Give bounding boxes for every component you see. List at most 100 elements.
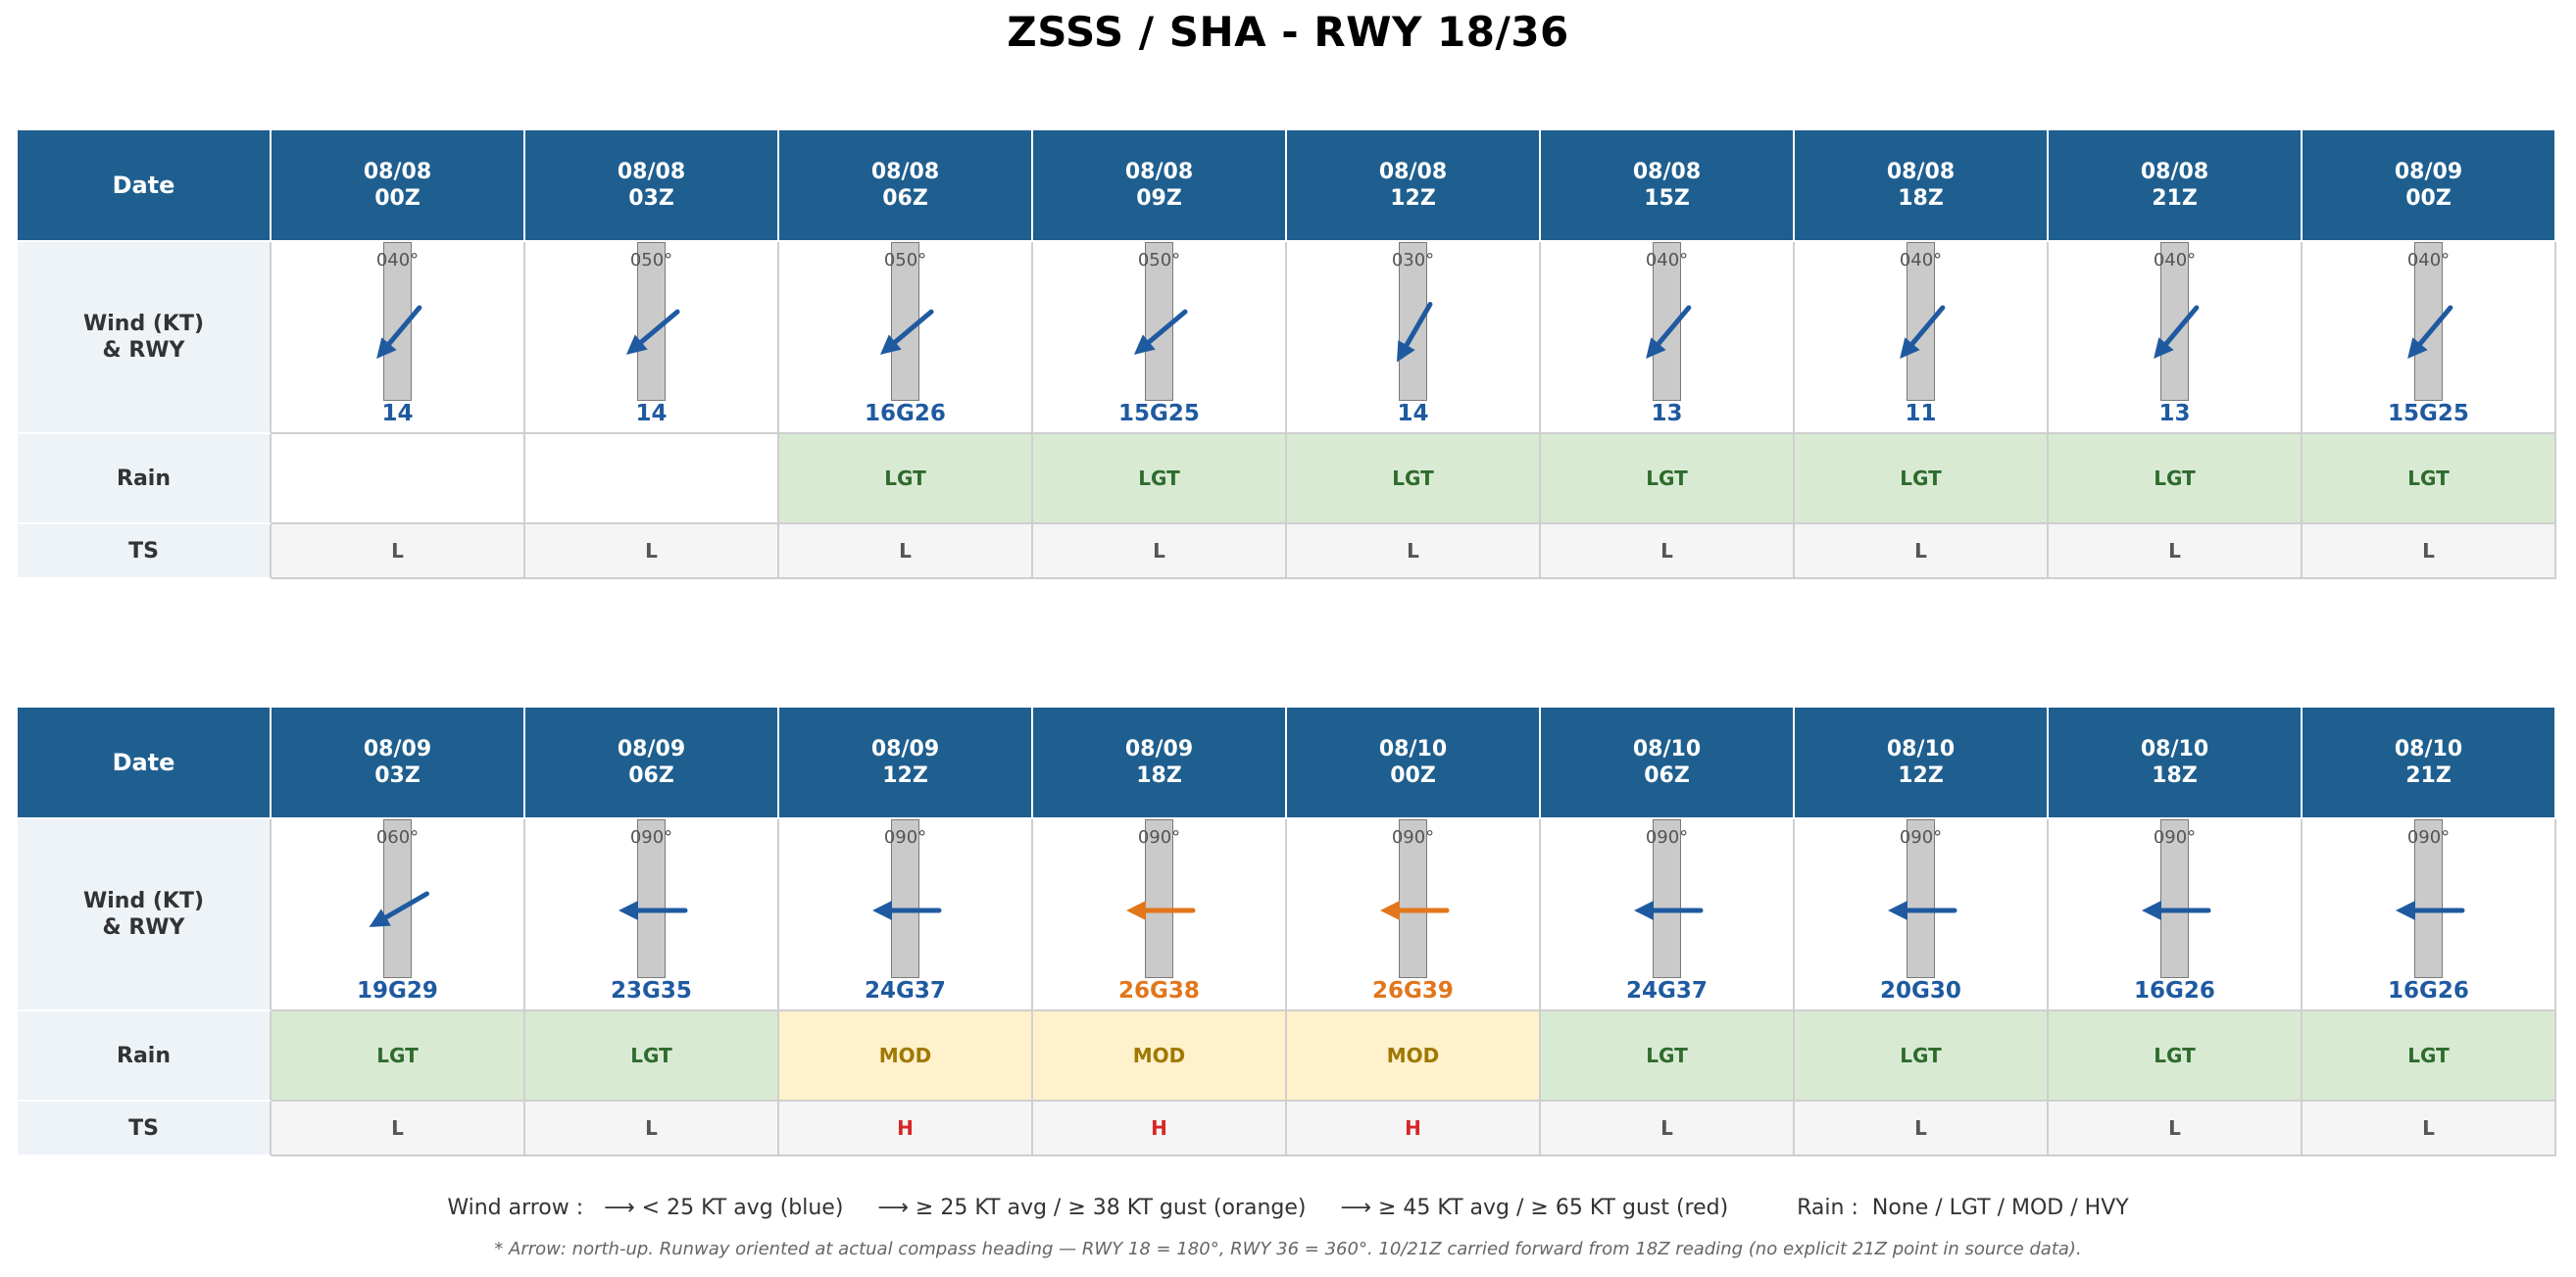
rain-cell: LGT xyxy=(1033,434,1287,524)
wind-arrow-head xyxy=(872,901,892,920)
wind-direction-label: 040° xyxy=(2153,250,2197,270)
date-time-label: 08/10 12Z xyxy=(1887,736,1955,789)
date-header-cell: 08/08 18Z xyxy=(1795,130,2049,242)
wind-label-line2: & RWY xyxy=(102,338,185,363)
wind-speed-label: 23G35 xyxy=(611,978,692,1004)
wind-direction-label: 090° xyxy=(2406,827,2451,848)
wind-arrow-head xyxy=(1634,901,1654,920)
forecast-time: 12Z xyxy=(882,763,928,788)
forecast-time: 00Z xyxy=(374,186,421,211)
ts-cell: L xyxy=(2049,1102,2303,1156)
wind-cell: 090° 20G30 xyxy=(1795,819,2049,1011)
wind-cell: 040° 13 xyxy=(1541,242,1795,434)
runway-bar xyxy=(1653,242,1681,401)
wind-speed-label: 24G37 xyxy=(1626,978,1708,1004)
forecast-time: 18Z xyxy=(2152,763,2198,788)
ts-cell: H xyxy=(1287,1102,1541,1156)
rain-cell xyxy=(272,434,525,524)
wind-arrow-head xyxy=(1380,901,1400,920)
forecast-time: 06Z xyxy=(882,186,928,211)
date-time-label: 08/08 06Z xyxy=(871,159,939,212)
runway-bar xyxy=(891,819,919,978)
ts-probability: H xyxy=(1405,1116,1421,1140)
rain-row-label: Rain xyxy=(18,434,272,524)
ts-cell: L xyxy=(525,1102,779,1156)
wind-speed-label: 15G25 xyxy=(2388,401,2469,426)
rain-intensity: LGT xyxy=(1900,467,1942,490)
forecast-time: 03Z xyxy=(628,186,674,211)
date-time-label: 08/08 12Z xyxy=(1379,159,1447,212)
rain-cell: LGT xyxy=(525,1011,779,1102)
runway-bar xyxy=(2414,819,2443,978)
ts-probability: L xyxy=(2422,539,2435,563)
rain-intensity: LGT xyxy=(884,467,926,490)
rain-intensity: LGT xyxy=(1646,467,1688,490)
forecast-time: 12Z xyxy=(1898,763,1944,788)
forecast-date: 08/08 xyxy=(1124,160,1194,184)
forecast-date: 08/08 xyxy=(617,160,686,184)
wind-row: Wind (KT) & RWY 040° 14 050° 14 050° 16G26 050° 1… xyxy=(18,242,2558,434)
ts-cell: L xyxy=(2303,1102,2556,1156)
forecast-date: 08/10 xyxy=(1378,737,1448,761)
wind-speed-label: 16G26 xyxy=(865,401,946,426)
rain-cell: MOD xyxy=(1033,1011,1287,1102)
wind-label-text: Wind (KT) & RWY xyxy=(83,888,204,941)
runway-bar xyxy=(637,819,666,978)
wind-cell: 090° 26G39 xyxy=(1287,819,1541,1011)
wind-cell: 050° 15G25 xyxy=(1033,242,1287,434)
ts-probability: L xyxy=(391,539,404,563)
rain-cell: LGT xyxy=(272,1011,525,1102)
wind-arrow-icon xyxy=(1888,901,1957,920)
rain-cell: LGT xyxy=(1795,434,2049,524)
rain-cell xyxy=(525,434,779,524)
wind-cell: 090° 24G37 xyxy=(779,819,1033,1011)
wind-speed-label: 15G25 xyxy=(1118,401,1200,426)
wind-arrow-icon xyxy=(625,309,680,355)
date-time-label: 08/10 18Z xyxy=(2141,736,2208,789)
wind-arrow-icon xyxy=(1634,901,1704,920)
wind-direction-label: 040° xyxy=(375,250,420,270)
rain-cell: LGT xyxy=(1541,434,1795,524)
date-header-cell: 08/08 03Z xyxy=(525,130,779,242)
wind-arrow-head xyxy=(1397,340,1415,363)
ts-probability: L xyxy=(1407,539,1419,563)
ts-cell: L xyxy=(1541,524,1795,579)
ts-cell: L xyxy=(525,524,779,579)
rain-intensity: LGT xyxy=(2407,467,2450,490)
rain-intensity: LGT xyxy=(2407,1044,2450,1067)
rain-cell: LGT xyxy=(1541,1011,1795,1102)
rain-cell: LGT xyxy=(2303,434,2556,524)
wind-direction-label: 060° xyxy=(375,827,420,848)
forecast-date: 08/08 xyxy=(2140,160,2209,184)
wind-arrow-icon xyxy=(619,901,688,920)
forecast-time: 18Z xyxy=(1136,763,1182,788)
wind-cell: 050° 16G26 xyxy=(779,242,1033,434)
rain-cell: LGT xyxy=(1795,1011,2049,1102)
wind-cell: 040° 15G25 xyxy=(2303,242,2556,434)
ts-row: TS L L L L L L L L L xyxy=(18,524,2558,579)
wind-direction-label: 050° xyxy=(629,250,673,270)
wind-arrow-icon xyxy=(879,309,934,355)
wind-speed-label: 13 xyxy=(2158,401,2191,426)
wind-arrow-head xyxy=(2396,901,2415,920)
forecast-time: 21Z xyxy=(2405,763,2452,788)
wind-speed-label: 16G26 xyxy=(2388,978,2469,1004)
wind-arrow-head xyxy=(619,901,638,920)
date-header-cell: 08/08 21Z xyxy=(2049,130,2303,242)
ts-probability: L xyxy=(391,1116,404,1140)
forecast-date: 08/09 xyxy=(870,737,940,761)
wind-arrow-head xyxy=(879,334,902,355)
forecast-date: 08/10 xyxy=(2140,737,2209,761)
rain-intensity: LGT xyxy=(1138,467,1180,490)
wind-label-line2: & RWY xyxy=(102,915,185,940)
date-header-cell: 08/10 06Z xyxy=(1541,708,1795,819)
wind-arrow-icon xyxy=(1126,901,1196,920)
ts-probability: L xyxy=(2422,1116,2435,1140)
rain-intensity: LGT xyxy=(630,1044,672,1067)
date-time-label: 08/09 03Z xyxy=(364,736,431,789)
wind-direction-label: 040° xyxy=(2406,250,2451,270)
ts-probability: H xyxy=(897,1116,914,1140)
rain-cell: LGT xyxy=(2049,1011,2303,1102)
wind-arrow-icon xyxy=(2407,305,2453,360)
ts-probability: L xyxy=(1914,539,1927,563)
